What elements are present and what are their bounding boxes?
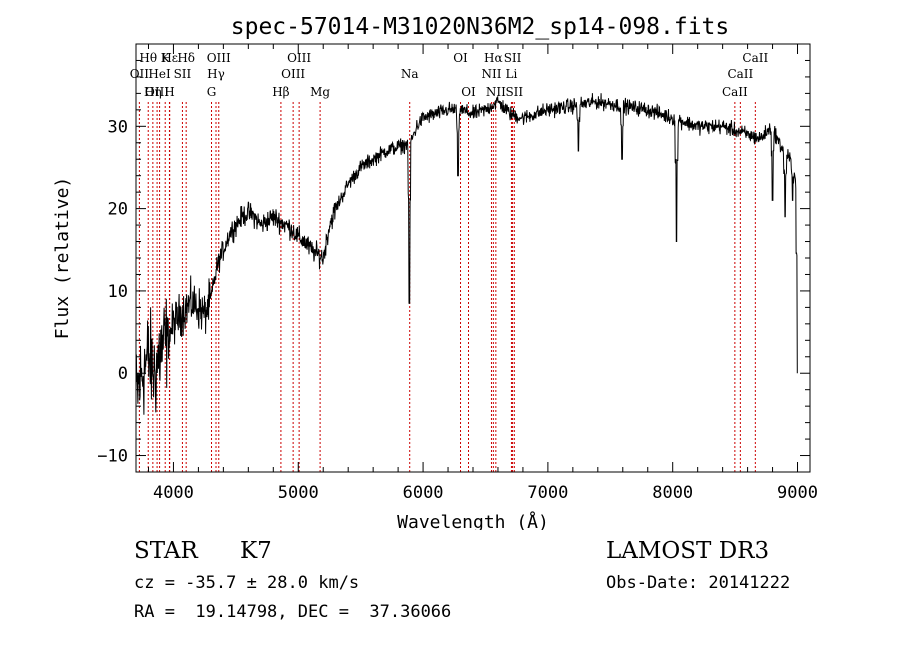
line-marker-label: CaII — [722, 85, 748, 99]
line-marker-label: Hθ — [139, 51, 157, 65]
survey-name: LAMOST DR3 — [606, 538, 770, 564]
line-marker-label: OIII — [207, 51, 231, 65]
object-subclass: K7 — [240, 538, 272, 564]
line-marker-label: OIII — [281, 67, 305, 81]
y-axis-label: Flux (relative) — [52, 177, 73, 340]
y-tick-label: 10 — [108, 282, 128, 302]
coordinates: RA = 19.14798, DEC = 37.36066 — [134, 602, 452, 622]
line-marker-label: NII — [486, 85, 506, 99]
axis-ticks: 4000 5000 6000 7000 8000 9000 −10 0 10 20 30 — [97, 44, 818, 503]
line-marker-label: OII — [130, 67, 150, 81]
x-tick-label: 9000 — [777, 483, 818, 503]
line-marker-label: H — [164, 85, 174, 99]
y-tick-label: −10 — [97, 447, 128, 467]
line-marker-label: Mg — [310, 85, 330, 99]
line-marker-label: CaII — [742, 51, 768, 65]
x-tick-label: 8000 — [652, 483, 693, 503]
line-marker-label: Hγ — [207, 67, 225, 81]
line-marker-label: OIII — [287, 51, 311, 65]
line-marker-label: SII — [174, 67, 192, 81]
line-marker-label: NII — [481, 67, 501, 81]
line-marker-label: Li — [506, 67, 518, 81]
line-marker-label: G — [207, 85, 217, 99]
line-marker-label: Hη — [144, 85, 162, 99]
line-marker-label: OIII — [145, 85, 169, 99]
x-tick-label: 7000 — [527, 483, 568, 503]
redshift-velocity: cz = -35.7 ± 28.0 km/s — [134, 573, 360, 593]
line-marker-label: CaII — [727, 67, 753, 81]
spectrum-chart: spec-57014-M31020N36M2_sp14-098.fits Hθ O… — [52, 14, 818, 530]
flux-series — [135, 93, 798, 415]
line-marker-label: SII — [505, 85, 523, 99]
line-marker-label: K — [161, 51, 171, 65]
line-marker-label: OI — [453, 51, 468, 65]
line-marker-label: Hα — [484, 51, 503, 65]
x-tick-label: 5000 — [278, 483, 319, 503]
x-tick-label: 4000 — [153, 483, 194, 503]
object-class: STAR — [134, 538, 198, 564]
x-axis-label: Wavelength (Å) — [397, 511, 549, 530]
line-marker-label: HeI — [148, 67, 171, 81]
chart-title: spec-57014-M31020N36M2_sp14-098.fits — [231, 14, 730, 40]
flux-line — [135, 93, 798, 415]
line-marker-label: Hε — [161, 51, 178, 65]
y-tick-label: 0 — [118, 364, 128, 384]
line-marker-label: Na — [401, 67, 419, 81]
line-marker-label: OI — [461, 85, 476, 99]
x-tick-label: 6000 — [403, 483, 444, 503]
line-marker-label: Hβ — [272, 85, 289, 99]
plot-frame — [135, 43, 811, 473]
line-marker-label: SII — [504, 51, 522, 65]
observation-date: Obs-Date: 20141222 — [606, 573, 791, 593]
line-marker-label: Hδ — [177, 51, 195, 65]
y-tick-label: 30 — [108, 117, 128, 137]
y-tick-label: 20 — [108, 200, 128, 220]
